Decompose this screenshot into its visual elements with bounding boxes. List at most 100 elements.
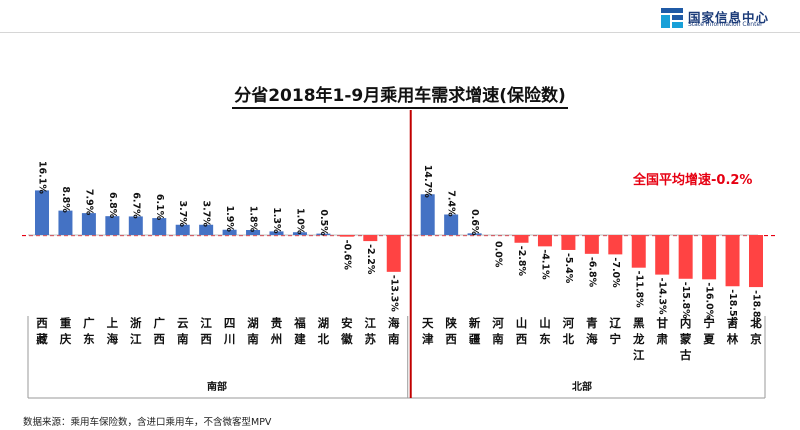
bar-北京	[749, 235, 763, 288]
value-label: 0.0%	[493, 241, 504, 268]
value-label: -7.0%	[610, 257, 621, 288]
category-label-江西: 西	[200, 332, 212, 346]
category-label-西藏: 西	[36, 316, 48, 330]
category-label-湖南: 南	[247, 332, 259, 346]
bar-山西	[514, 235, 529, 243]
category-label-山西: 西	[516, 332, 528, 346]
category-label-陕西: 西	[445, 332, 457, 346]
category-label-福建: 建	[294, 332, 306, 346]
value-label: 14.7%	[422, 165, 433, 198]
category-label-新疆: 疆	[469, 332, 481, 346]
bar-四川	[222, 229, 237, 235]
category-label-天津: 津	[422, 332, 434, 346]
value-label: 8.8%	[60, 186, 71, 213]
category-label-四川: 川	[223, 332, 236, 346]
value-label: -13.3%	[388, 275, 399, 312]
bar-黑龙江	[631, 235, 646, 268]
category-label-河南: 南	[492, 332, 504, 346]
category-label-浙江: 江	[130, 332, 142, 346]
value-label: 16.1%	[37, 161, 48, 194]
category-label-四川: 四	[224, 316, 236, 330]
category-label-吉林: 吉	[727, 316, 739, 330]
value-label: -2.2%	[365, 244, 376, 275]
value-label: 1.3%	[271, 207, 282, 234]
bar-新疆	[467, 233, 482, 235]
value-label: 1.8%	[248, 206, 259, 233]
category-label-湖北: 湖	[318, 316, 330, 330]
category-label-江苏: 苏	[365, 332, 377, 346]
category-label-广东: 广	[83, 316, 95, 330]
category-label-上海: 海	[107, 332, 119, 346]
category-label-西藏: 藏	[36, 332, 48, 346]
state-information-center-logo-icon	[661, 8, 683, 28]
category-label-河北: 河	[563, 316, 575, 330]
category-label-宁夏: 宁	[703, 316, 715, 330]
category-label-黑龙江: 龙	[632, 332, 645, 346]
value-label: -2.8%	[516, 246, 527, 277]
category-label-湖南: 湖	[247, 316, 259, 330]
value-label: -16.0%	[704, 282, 715, 319]
value-label: 7.4%	[446, 190, 457, 217]
category-label-陕西: 陕	[445, 316, 457, 330]
bar-广西	[152, 218, 167, 235]
category-label-内蒙古: 蒙	[680, 332, 692, 346]
logo-name-cn: 国家信息中心	[688, 10, 770, 25]
value-label: 0.5%	[318, 209, 329, 236]
category-label-云南: 云	[177, 316, 189, 330]
bar-陕西	[444, 214, 459, 235]
bar-福建	[292, 232, 307, 235]
bar-青海	[584, 235, 599, 254]
category-label-天津: 天	[422, 316, 434, 330]
category-label-青海: 海	[586, 332, 598, 346]
category-label-重庆: 重	[60, 316, 72, 330]
category-label-贵州: 贵	[271, 316, 283, 330]
value-label: -6.8%	[586, 257, 597, 288]
region-label-north: 北部	[572, 382, 592, 393]
value-label: 6.8%	[107, 192, 118, 219]
average-growth-label: 全国平均增速-0.2%	[633, 173, 753, 188]
value-label: -15.8%	[680, 282, 691, 319]
value-label: -11.8%	[633, 271, 644, 308]
value-label: 1.9%	[224, 206, 235, 233]
category-label-安徽: 徽	[340, 332, 353, 346]
value-label: 0.6%	[469, 209, 480, 236]
bar-贵州	[269, 231, 284, 235]
bar-湖南	[246, 230, 261, 235]
category-label-广西: 广	[154, 316, 166, 330]
category-label-贵州: 州	[270, 332, 283, 346]
category-label-山东: 东	[539, 332, 551, 346]
bar-湖北	[316, 233, 331, 235]
bar-宁夏	[702, 235, 717, 280]
bar-甘肃	[655, 235, 670, 275]
category-label-内蒙古: 内	[680, 316, 692, 330]
category-label-内蒙古: 古	[680, 348, 692, 362]
value-label: 3.7%	[201, 201, 212, 228]
category-label-河南: 河	[492, 316, 504, 330]
bar-上海	[105, 216, 120, 235]
value-label: -18.8%	[751, 290, 762, 327]
logo-name-en: State Information Center	[688, 21, 763, 28]
bar-河北	[561, 235, 576, 250]
bar-江苏	[363, 235, 378, 242]
value-label: 3.7%	[177, 201, 188, 228]
value-label: 7.9%	[83, 189, 94, 216]
bar-吉林	[725, 235, 740, 287]
category-label-云南: 南	[177, 332, 189, 346]
category-label-湖北: 北	[318, 332, 330, 346]
data-source-note: 数据来源：乘用车保险数，含进口乘用车，不含微客型MPV	[23, 417, 272, 428]
category-label-重庆: 庆	[59, 332, 72, 346]
category-label-吉林: 林	[727, 332, 739, 346]
chart-title-wrap: 分省2018年1-9月乘用车需求增速(保险数)	[0, 81, 800, 109]
category-label-甘肃: 甘	[656, 316, 668, 330]
category-label-辽宁: 辽	[610, 316, 622, 330]
value-label: -14.3%	[657, 278, 668, 315]
category-label-新疆: 新	[469, 316, 481, 330]
category-label-北京: 北	[750, 316, 762, 330]
category-label-山西: 山	[516, 316, 528, 330]
category-label-广东: 东	[83, 332, 95, 346]
bar-云南	[175, 224, 190, 235]
category-label-海南: 南	[388, 332, 400, 346]
chart-title: 分省2018年1-9月乘用车需求增速(保险数)	[232, 86, 568, 109]
value-label: -18.5%	[727, 289, 738, 326]
